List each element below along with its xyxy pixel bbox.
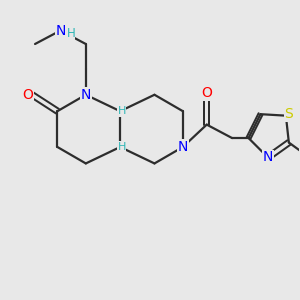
Text: O: O	[201, 86, 212, 100]
Text: N: N	[81, 88, 91, 102]
Text: S: S	[284, 107, 293, 121]
Text: H: H	[67, 27, 75, 40]
Text: N: N	[55, 24, 66, 38]
Text: N: N	[263, 151, 273, 164]
Text: H: H	[117, 142, 126, 152]
Text: H: H	[117, 106, 126, 116]
Text: N: N	[178, 140, 188, 154]
Text: O: O	[22, 88, 33, 102]
